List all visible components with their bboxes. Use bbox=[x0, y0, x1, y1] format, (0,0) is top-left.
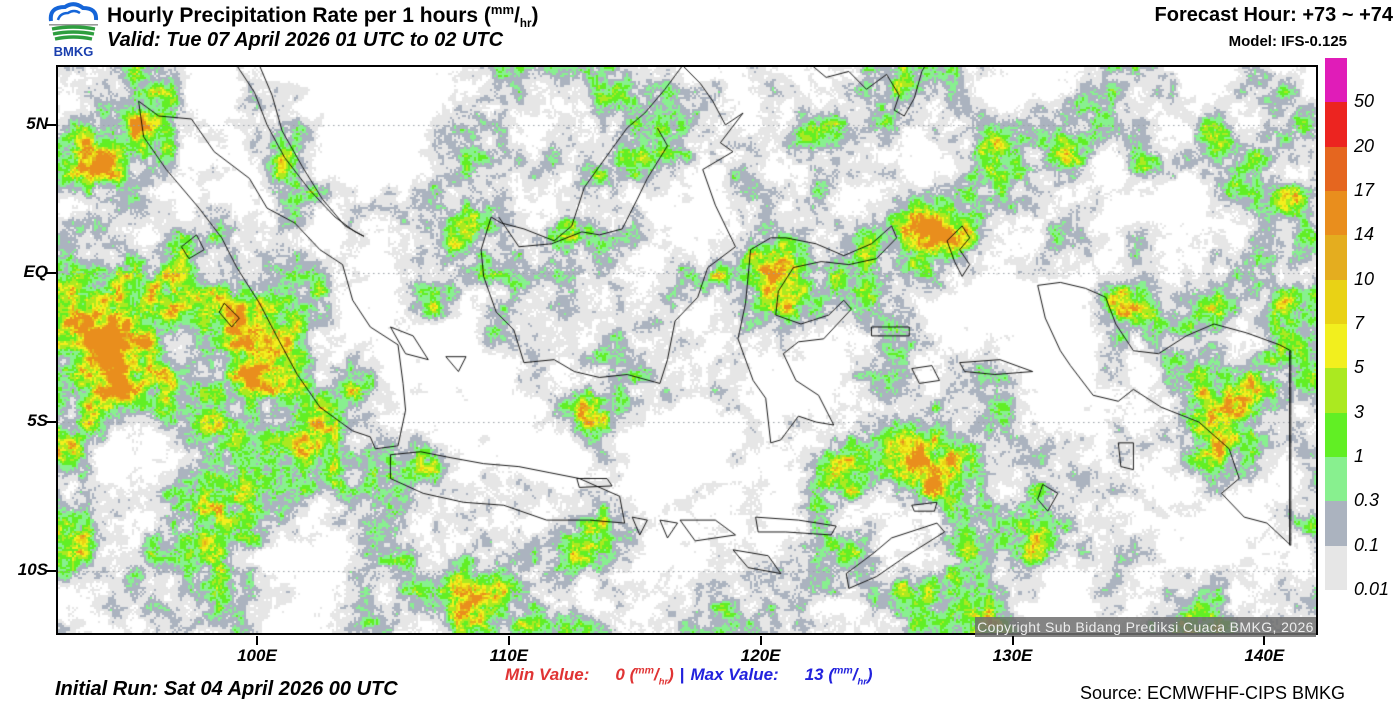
legend-label-50: 50 bbox=[1354, 91, 1375, 112]
model-label: Model: IFS-0.125 bbox=[1228, 33, 1347, 50]
legend-swatch-7 bbox=[1325, 279, 1347, 324]
legend-swatch-0.1 bbox=[1325, 501, 1347, 546]
valid-time-label: Valid: Tue 07 April 2026 01 UTC to 02 UT… bbox=[107, 29, 504, 51]
legend-label-14: 14 bbox=[1354, 224, 1375, 245]
legend-swatch-20 bbox=[1325, 102, 1347, 147]
legend-swatch-0.01 bbox=[1325, 545, 1347, 590]
unit-hr: hr bbox=[519, 18, 532, 31]
lon-axis-tick bbox=[759, 636, 762, 645]
legend-label-5: 5 bbox=[1354, 357, 1365, 378]
lon-axis-label-100E: 100E bbox=[237, 646, 277, 665]
legend-label-17: 17 bbox=[1354, 179, 1375, 200]
legend-label-10: 10 bbox=[1354, 268, 1375, 289]
legend-label-1: 1 bbox=[1354, 445, 1365, 466]
lon-axis-label-110E: 110E bbox=[489, 646, 529, 665]
min-value: 0 bbox=[615, 664, 625, 684]
map-frame: Copyright Sub Bidang Prediksi Cuaca BMKG… bbox=[56, 65, 1318, 637]
legend-swatch-5 bbox=[1325, 323, 1347, 369]
unit-mm: mm bbox=[490, 2, 515, 17]
initial-run-label: Initial Run: Sat 04 April 2026 00 UTC bbox=[55, 678, 398, 700]
page-title: Hourly Precipitation Rate per 1 hours (m… bbox=[107, 2, 539, 31]
bmkg-logo-text: BMKG bbox=[54, 44, 94, 59]
minmax-separator: | bbox=[679, 664, 685, 684]
legend-label-0.1: 0.1 bbox=[1354, 534, 1380, 555]
lon-axis-tick bbox=[1011, 636, 1014, 645]
lat-axis-label-10S: 10S bbox=[17, 559, 48, 579]
lat-axis-tick bbox=[45, 421, 56, 424]
lon-axis-label-130E: 130E bbox=[992, 646, 1033, 665]
legend-label-0.01: 0.01 bbox=[1354, 578, 1390, 599]
source-label: Source: ECMWFHF-CIPS BMKG bbox=[1079, 683, 1345, 703]
max-value-label: Max Value: 13 (mm/hr) bbox=[690, 664, 873, 687]
lat-axis-label-5N: 5N bbox=[26, 113, 48, 133]
title-text: Hourly Precipitation Rate per 1 hours bbox=[107, 4, 484, 27]
legend-label-0.3: 0.3 bbox=[1354, 490, 1380, 511]
copyright-bar: Copyright Sub Bidang Prediksi Cuaca BMKG… bbox=[975, 617, 1316, 637]
lat-axis-tick bbox=[45, 123, 56, 126]
legend-swatch-10 bbox=[1325, 235, 1347, 280]
lon-axis-label-120E: 120E bbox=[740, 646, 781, 665]
lat-axis-label-5S: 5S bbox=[27, 411, 48, 431]
bmkg-logo-icon: BMKG bbox=[48, 2, 99, 59]
forecast-hour-label: Forecast Hour: +73 ~ +74 bbox=[1154, 4, 1393, 26]
legend-label-20: 20 bbox=[1354, 135, 1375, 156]
lon-axis-label-140E: 140E bbox=[1244, 646, 1285, 665]
lat-axis-label-EQ: EQ bbox=[23, 262, 48, 282]
lon-axis-tick bbox=[1263, 636, 1266, 645]
legend-swatch-1 bbox=[1325, 412, 1347, 457]
min-value-label: Min Value: 0 (mm/hr) bbox=[505, 664, 674, 687]
legend-label-7: 7 bbox=[1354, 312, 1365, 333]
max-value: 13 bbox=[804, 664, 824, 684]
precipitation-map-canvas bbox=[58, 67, 1316, 633]
lat-axis-tick bbox=[45, 569, 56, 572]
legend-label-3: 3 bbox=[1354, 401, 1365, 422]
legend-swatch-50 bbox=[1325, 58, 1347, 103]
legend-swatch-3 bbox=[1325, 368, 1347, 413]
lon-axis-tick bbox=[507, 636, 510, 645]
lat-axis-tick bbox=[45, 272, 56, 275]
legend-swatch-0.3 bbox=[1325, 456, 1347, 502]
legend-swatch-14 bbox=[1325, 190, 1347, 236]
minmax-values: Min Value: 0 (mm/hr) | Max Value: 13 (mm/hr) bbox=[505, 664, 873, 686]
legend-swatch-17 bbox=[1325, 146, 1347, 191]
lon-axis-tick bbox=[255, 636, 258, 645]
